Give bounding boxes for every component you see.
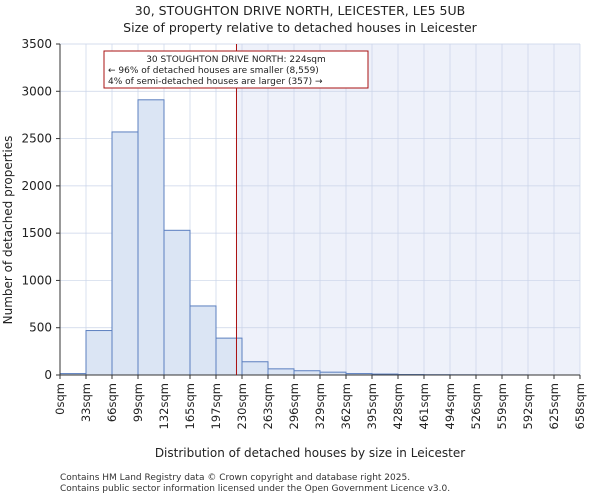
- annotation-larger: 4% of semi-detached houses are larger (3…: [108, 77, 323, 87]
- x-tick-label: 395sqm: [365, 383, 379, 429]
- y-tick-label: 3000: [21, 84, 52, 98]
- x-tick-label: 66sqm: [105, 383, 119, 422]
- histogram-bar: [241, 361, 269, 376]
- x-axis-label: Distribution of detached houses by size …: [155, 446, 465, 460]
- x-tick-label: 329sqm: [313, 383, 327, 429]
- x-tick-label: 33sqm: [79, 383, 93, 422]
- x-tick-label: 197sqm: [209, 383, 223, 429]
- larger-region-shade: [236, 44, 580, 375]
- x-tick-label: 296sqm: [287, 383, 301, 429]
- histogram-bar: [137, 99, 165, 376]
- x-tick-label: 461sqm: [417, 383, 431, 429]
- histogram-bar: [163, 229, 191, 376]
- chart-title: 30, STOUGHTON DRIVE NORTH, LEICESTER, LE…: [135, 3, 465, 18]
- x-tick-label: 494sqm: [443, 383, 457, 429]
- histogram-bar: [111, 131, 139, 376]
- x-tick-label: 230sqm: [235, 383, 249, 429]
- x-tick-label: 559sqm: [495, 383, 509, 429]
- y-tick-label: 1500: [21, 226, 52, 240]
- annotation-box: [103, 50, 369, 89]
- x-tick-label: 592sqm: [521, 383, 535, 429]
- plot-area: 0 500 1000 1500 2000 2500 3000 3500 0sqm 33sqm 66s…: [21, 37, 587, 429]
- x-tick-label: 362sqm: [339, 383, 353, 429]
- footer-licence: Contains public sector information licen…: [60, 484, 451, 494]
- x-tick-label: 0sqm: [53, 383, 67, 415]
- y-axis-label: Number of detached properties: [1, 136, 15, 325]
- histogram-bar: [85, 330, 113, 376]
- histogram-bar: [189, 305, 217, 376]
- chart-subtitle: Size of property relative to detached ho…: [123, 20, 477, 35]
- x-tick-label: 658sqm: [573, 383, 587, 429]
- y-tick-label: 500: [29, 321, 52, 335]
- x-tick-label: 132sqm: [157, 383, 171, 429]
- histogram-bar: [293, 370, 321, 376]
- y-tick-label: 2500: [21, 132, 52, 146]
- x-tick-label: 99sqm: [131, 383, 145, 422]
- x-tick-label: 526sqm: [469, 383, 483, 429]
- y-tick-label: 3500: [21, 37, 52, 51]
- histogram-bar: [267, 368, 295, 376]
- x-tick-label: 428sqm: [391, 383, 405, 429]
- annotation-smaller: ← 96% of detached houses are smaller (8,…: [108, 66, 319, 76]
- y-tick-label: 0: [44, 368, 52, 382]
- histogram-bar: [215, 337, 243, 376]
- annotation-title: 30 STOUGHTON DRIVE NORTH: 224sqm: [146, 55, 326, 65]
- y-tick-label: 2000: [21, 179, 52, 193]
- x-tick-label: 263sqm: [261, 383, 275, 429]
- footer-copyright: Contains HM Land Registry data © Crown c…: [60, 473, 411, 483]
- x-tick-label: 625sqm: [547, 383, 561, 429]
- x-tick-label: 165sqm: [183, 383, 197, 429]
- y-tick-label: 1000: [21, 273, 52, 287]
